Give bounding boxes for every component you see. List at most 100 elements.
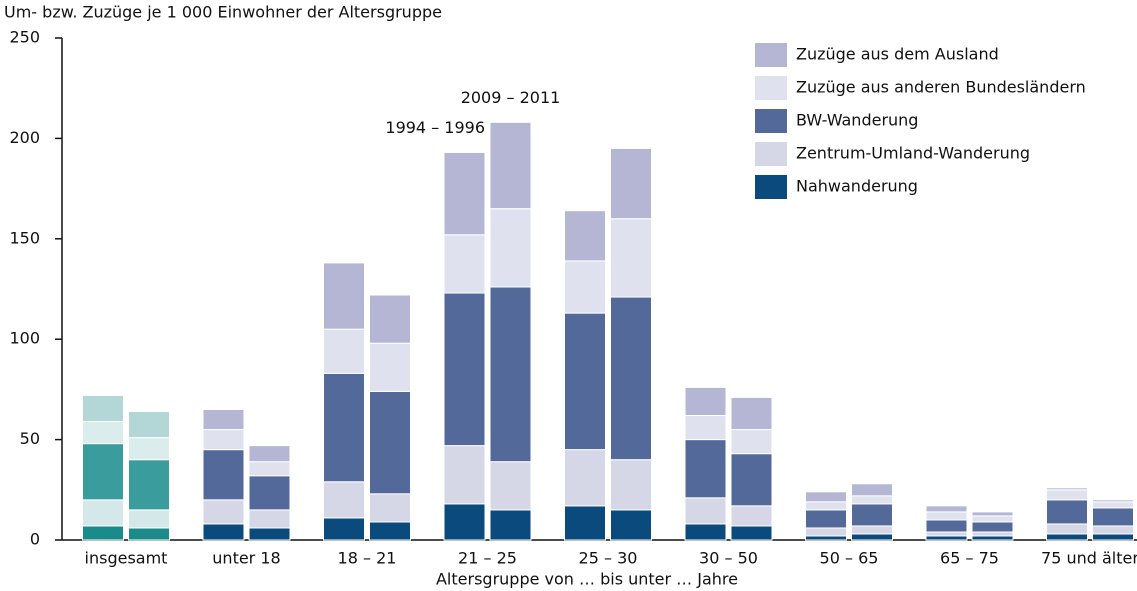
bar-segment — [489, 509, 532, 541]
bar-segment — [564, 260, 606, 314]
bar-segment — [489, 286, 532, 463]
chart-title: Um- bzw. Zuzüge je 1 000 Einwohner der A… — [4, 3, 442, 22]
x-tick-label: 75 und älter — [1041, 549, 1137, 568]
bar-segment — [851, 495, 893, 505]
y-tick-label: 250 — [9, 28, 40, 47]
bar-segment — [971, 511, 1014, 517]
annotation: 2009 – 2011 — [461, 88, 561, 107]
bar-segment — [82, 525, 124, 541]
bar-segment — [202, 523, 245, 541]
y-tick-label: 150 — [9, 228, 40, 247]
bar-segment — [443, 151, 486, 236]
bar-segment — [684, 523, 727, 541]
bar-segment — [925, 511, 968, 521]
bar-segment — [805, 501, 847, 511]
legend-label: BW-Wanderung — [796, 111, 918, 130]
bar-segment — [564, 449, 606, 507]
bar-segment — [369, 342, 411, 392]
bar-segment — [323, 262, 365, 330]
bar-segment — [805, 535, 847, 541]
bar-segment — [202, 449, 245, 501]
bar-segment — [443, 292, 486, 447]
x-tick-label: 18 – 21 — [338, 549, 397, 568]
bar-segment — [684, 415, 727, 441]
x-tick-label: 30 – 50 — [699, 549, 758, 568]
bar-segment — [82, 421, 124, 445]
bar-segment — [805, 527, 847, 537]
bar-segment — [128, 437, 170, 461]
bar-segment — [971, 531, 1014, 537]
bar-segment — [730, 396, 773, 431]
bar-segment — [489, 121, 532, 210]
y-tick-label: 0 — [30, 530, 40, 549]
bar-segment — [202, 499, 245, 525]
bar-segment — [323, 328, 365, 374]
bar-segment — [684, 497, 727, 525]
y-tick-label: 100 — [9, 329, 40, 348]
bar-segment — [489, 461, 532, 511]
bar-segment — [1046, 523, 1088, 535]
bar-segment — [369, 390, 411, 495]
bar-segment — [851, 525, 893, 535]
bar-segment — [925, 519, 968, 533]
bar-segment — [851, 503, 893, 527]
bar-segment — [730, 429, 773, 455]
x-tick-label: insgesamt — [85, 549, 168, 568]
bar-segment — [564, 505, 606, 541]
bar-segment — [1092, 499, 1134, 503]
bar-segment — [1046, 489, 1088, 501]
legend-label: Zuzüge aus dem Ausland — [796, 45, 999, 64]
bar-segment — [805, 509, 847, 529]
legend-label: Zentrum-Umland-Wanderung — [796, 144, 1030, 163]
bar-segment — [925, 505, 968, 513]
bar-segment — [971, 521, 1014, 533]
bar-segment — [925, 531, 968, 537]
bar-segment — [82, 499, 124, 527]
bar-segment — [248, 509, 291, 529]
bar-segment — [730, 525, 773, 541]
legend-label: Nahwanderung — [796, 177, 918, 196]
bar-segment — [805, 491, 847, 503]
bar-segment — [369, 294, 411, 344]
bar-segment — [248, 527, 291, 541]
x-tick-label: unter 18 — [212, 549, 280, 568]
bar-segment — [489, 208, 532, 288]
legend-swatch — [755, 142, 787, 166]
annotation: 1994 – 1996 — [385, 118, 485, 137]
legend-swatch — [755, 175, 787, 199]
x-axis-label: Altersgruppe von … bis unter … Jahre — [436, 570, 738, 589]
bar-segment — [610, 459, 652, 511]
bar-segment — [323, 481, 365, 519]
bar-segment — [684, 439, 727, 499]
bar-segment — [248, 445, 291, 463]
bar-segment — [1092, 501, 1134, 509]
legend-swatch — [755, 109, 787, 133]
bar-segment — [248, 475, 291, 511]
bar-segment — [1092, 525, 1134, 535]
bar-segment — [202, 429, 245, 451]
y-tick-label: 50 — [20, 429, 40, 448]
x-tick-label: 25 – 30 — [579, 549, 638, 568]
bar-segment — [443, 503, 486, 541]
bar-segment — [730, 505, 773, 527]
bar-segment — [82, 443, 124, 501]
bar-segment — [1092, 533, 1134, 541]
x-tick-label: 65 – 75 — [940, 549, 999, 568]
x-tick-label: 21 – 25 — [458, 549, 517, 568]
bar-segment — [443, 234, 486, 294]
bar-segment — [128, 459, 170, 511]
bar-segment — [610, 296, 652, 461]
bar-segment — [564, 210, 606, 262]
bar-segment — [1046, 487, 1088, 491]
bar-segment — [82, 394, 124, 423]
bar-segment — [128, 410, 170, 439]
x-tick-label: 50 – 65 — [820, 549, 879, 568]
bar-segment — [851, 483, 893, 497]
legend-swatch — [755, 43, 787, 67]
bar-segment — [369, 493, 411, 523]
bar-segment — [730, 453, 773, 507]
bar-segment — [1092, 507, 1134, 527]
bar-segment — [971, 515, 1014, 523]
bar-segment — [369, 521, 411, 541]
